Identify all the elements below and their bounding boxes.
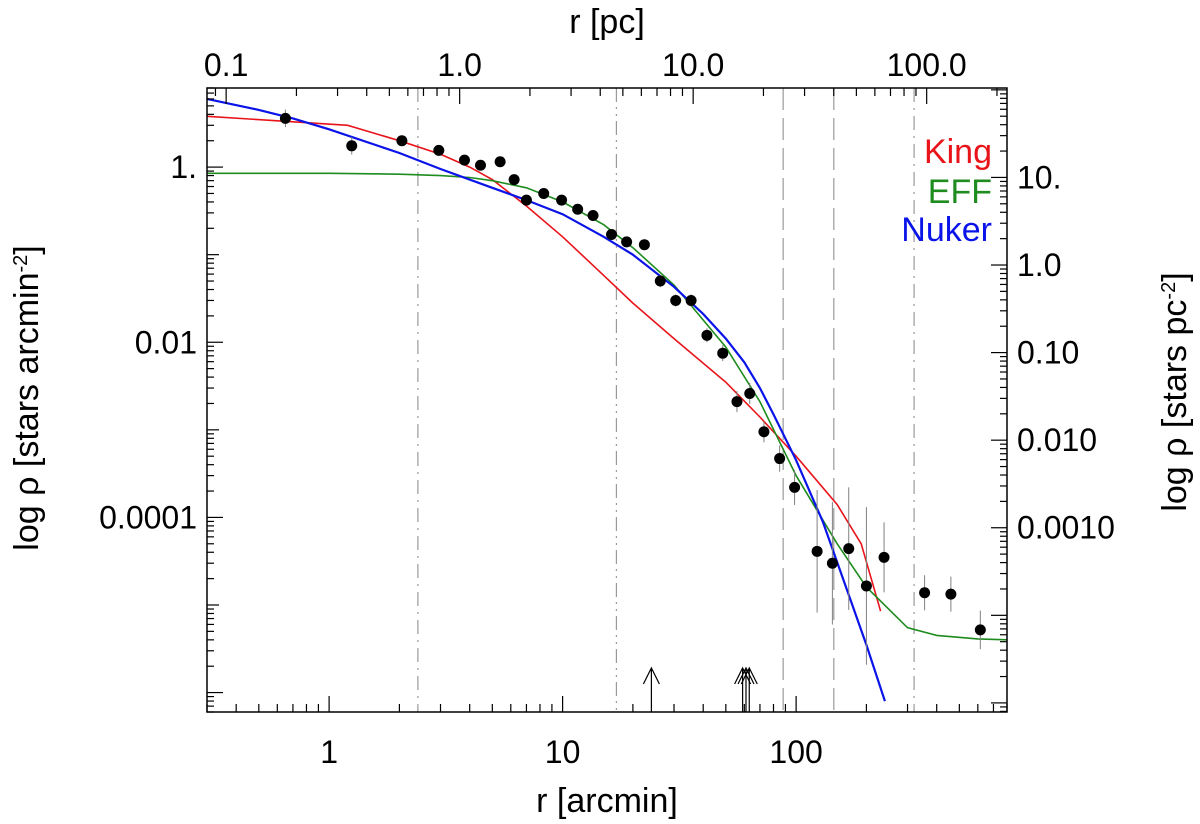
data-point-4 xyxy=(458,154,470,166)
y-axis-title-text: log ρ [stars arcmin xyxy=(8,273,46,551)
data-point-5 xyxy=(474,159,486,171)
data-point-10 xyxy=(556,194,568,206)
legend-eff: EFF xyxy=(928,173,992,211)
y-axis-right-title-text: log ρ [stars pc xyxy=(1156,300,1194,512)
legend: King EFF Nuker xyxy=(901,133,992,249)
data-point-21 xyxy=(731,396,743,408)
data-point-2 xyxy=(396,135,408,147)
data-point-24 xyxy=(774,453,786,465)
legend-king: King xyxy=(924,133,992,171)
data-point-25 xyxy=(789,481,801,493)
data-point-31 xyxy=(919,587,931,599)
model-curves xyxy=(206,97,1008,702)
data-point-28 xyxy=(843,543,855,555)
data-point-27 xyxy=(826,557,838,569)
x-axis-title: r [arcmin] xyxy=(536,782,678,820)
data-point-7 xyxy=(508,174,520,186)
tick-labels: 1 10 100 0.1 1.0 10.0 100.0 1. 0.01 0.0001 10. 1.0 0… xyxy=(99,47,1115,770)
data-point-23 xyxy=(758,426,770,438)
legend-nuker: Nuker xyxy=(901,211,992,249)
data-point-17 xyxy=(670,294,682,306)
x-tick-label-2: 100 xyxy=(769,734,822,770)
data-point-3 xyxy=(433,144,445,156)
data-point-19 xyxy=(701,329,713,341)
x-tick-label-1: 10 xyxy=(545,734,581,770)
y-axis-right-title-sup: -2 xyxy=(1158,282,1180,300)
data-point-14 xyxy=(621,236,633,248)
right-tick-label-0: 10. xyxy=(1017,159,1061,195)
top-tick-label-3: 100.0 xyxy=(887,47,967,83)
data-point-11 xyxy=(572,203,584,215)
right-tick-label-2: 0.10 xyxy=(1017,335,1079,371)
top-tick-label-0: 0.1 xyxy=(204,47,248,83)
data-point-18 xyxy=(685,294,697,306)
data-point-15 xyxy=(638,239,650,251)
data-point-13 xyxy=(606,228,618,240)
y-tick-label-0: 1. xyxy=(170,149,197,185)
data-point-0 xyxy=(279,112,291,124)
y-axis-right-title: log ρ [stars pc-2] xyxy=(1156,272,1194,511)
data-point-6 xyxy=(494,156,506,168)
y-axis-title: log ρ [stars arcmin-2] xyxy=(8,245,46,550)
x-axis-top-title: r [pc] xyxy=(569,3,645,41)
arrow-0 xyxy=(642,666,660,712)
data-point-20 xyxy=(717,347,729,359)
data-point-22 xyxy=(744,387,756,399)
reference-lines xyxy=(417,88,915,712)
right-tick-label-4: 0.0010 xyxy=(1017,510,1115,546)
top-tick-label-1: 1.0 xyxy=(437,47,481,83)
y-axis-title-sup: -2 xyxy=(10,255,32,273)
data-point-26 xyxy=(811,545,823,557)
y-axis-right-title-close: ] xyxy=(1156,272,1194,281)
data-point-1 xyxy=(346,140,358,152)
right-tick-label-3: 0.010 xyxy=(1017,422,1097,458)
plot-frame xyxy=(206,87,1008,713)
right-tick-label-1: 1.0 xyxy=(1017,247,1061,283)
x-tick-label-0: 1 xyxy=(320,734,338,770)
data-point-32 xyxy=(945,588,957,600)
curve-nuker xyxy=(206,97,886,702)
curve-king xyxy=(206,115,882,612)
y-tick-label-1: 0.01 xyxy=(135,324,197,360)
radius-markers xyxy=(642,666,758,712)
curve-eff xyxy=(207,172,1008,641)
arrow-3 xyxy=(740,666,758,712)
axis-ticks xyxy=(206,87,1008,713)
data-point-29 xyxy=(860,580,872,592)
data-points xyxy=(279,109,986,665)
data-point-16 xyxy=(654,275,666,287)
data-point-9 xyxy=(538,187,550,199)
y-tick-label-2: 0.0001 xyxy=(99,499,197,535)
data-point-12 xyxy=(587,210,599,222)
top-tick-label-2: 10.0 xyxy=(662,47,724,83)
y-axis-title-close: ] xyxy=(8,245,46,254)
data-point-8 xyxy=(520,194,532,206)
data-point-33 xyxy=(974,624,986,636)
data-point-30 xyxy=(878,551,890,563)
